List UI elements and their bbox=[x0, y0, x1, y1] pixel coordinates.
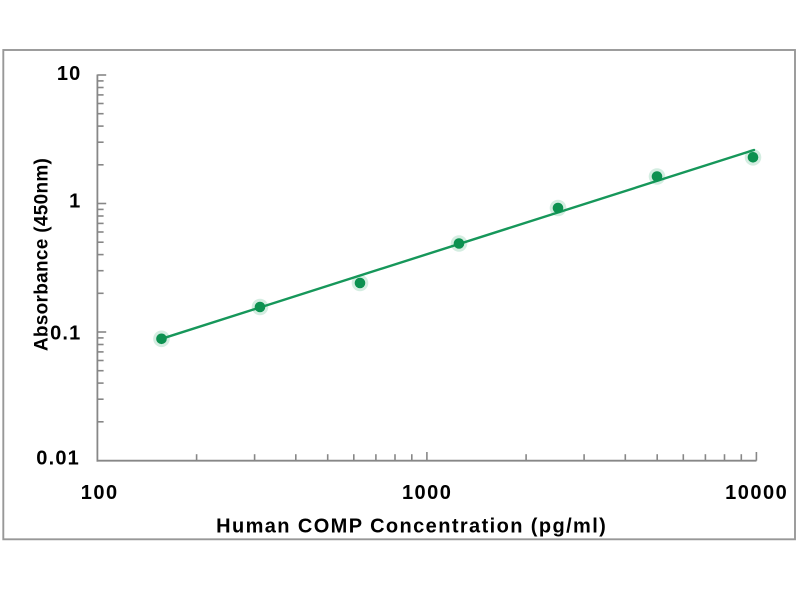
svg-text:1000: 1000 bbox=[402, 482, 453, 504]
svg-text:10000: 10000 bbox=[725, 482, 788, 504]
svg-text:Absorbance (450nm): Absorbance (450nm) bbox=[32, 158, 53, 351]
svg-text:0.01: 0.01 bbox=[36, 448, 80, 470]
svg-text:100: 100 bbox=[81, 482, 119, 504]
svg-text:1: 1 bbox=[69, 191, 81, 213]
svg-text:10: 10 bbox=[57, 63, 82, 85]
svg-text:0.1: 0.1 bbox=[50, 323, 81, 345]
svg-text:Human COMP Concentration (pg/m: Human COMP Concentration (pg/ml) bbox=[216, 515, 607, 537]
